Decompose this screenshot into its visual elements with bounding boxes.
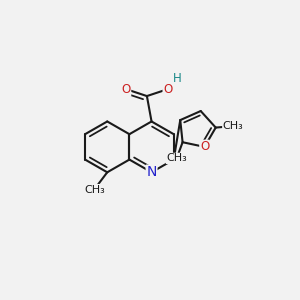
Text: O: O [121, 82, 130, 96]
Text: CH₃: CH₃ [84, 184, 105, 195]
Text: O: O [163, 82, 172, 96]
Text: N: N [146, 165, 157, 179]
Text: CH₃: CH₃ [223, 122, 244, 131]
Text: H: H [173, 72, 182, 85]
Text: O: O [200, 140, 209, 153]
Text: CH₃: CH₃ [167, 153, 187, 164]
